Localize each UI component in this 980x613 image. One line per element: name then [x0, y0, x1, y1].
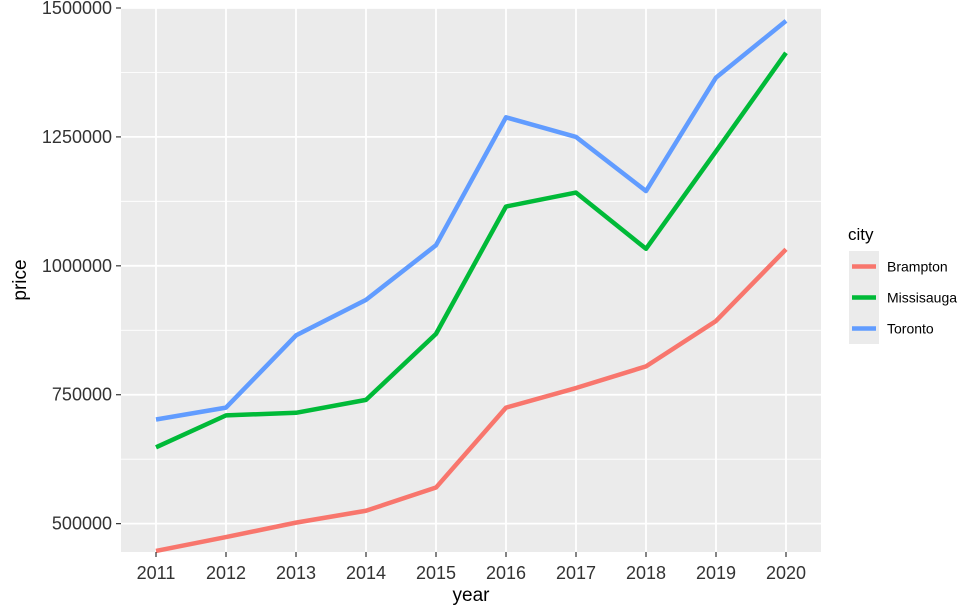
x-tick-label: 2017	[556, 563, 596, 583]
x-axis: 2011 2012 2013 2014 2015 2016 2017 2018 2019 2020	[137, 552, 806, 583]
major-grid	[121, 7, 821, 552]
y-tick-label: 750000	[52, 385, 112, 405]
x-tick-label: 2011	[137, 563, 176, 583]
x-tick-label: 2013	[276, 563, 316, 583]
x-axis-title: year	[453, 585, 491, 606]
y-tick-label: 500000	[52, 514, 112, 534]
minor-grid	[121, 72, 821, 460]
series-line-missisauga	[155, 51, 788, 450]
series-lines	[155, 19, 788, 554]
x-tick-label: 2018	[626, 563, 666, 583]
x-tick-label: 2016	[486, 563, 526, 583]
x-tick-label: 2014	[346, 563, 386, 583]
y-axis: 500000 750000 1000000 1250000 1500000	[42, 0, 121, 534]
legend: city Brampton Missisauga Toronto	[848, 225, 957, 344]
series-line-toronto	[155, 19, 788, 422]
legend-label: Missisauga	[887, 290, 957, 306]
x-tick-label: 2012	[206, 563, 246, 583]
x-tick-label: 2019	[696, 563, 736, 583]
x-tick-label: 2015	[416, 563, 456, 583]
series-line-brampton	[155, 247, 788, 554]
x-tick-label: 2020	[766, 563, 806, 583]
y-tick-label: 1500000	[42, 0, 112, 18]
legend-items: Brampton Missisauga Toronto	[849, 251, 957, 344]
y-tick-label: 1250000	[42, 127, 112, 147]
legend-label: Brampton	[887, 259, 948, 275]
y-axis-title: price	[10, 259, 31, 300]
y-tick-label: 1000000	[42, 256, 112, 276]
legend-title: city	[848, 225, 874, 244]
legend-label: Toronto	[887, 321, 934, 337]
